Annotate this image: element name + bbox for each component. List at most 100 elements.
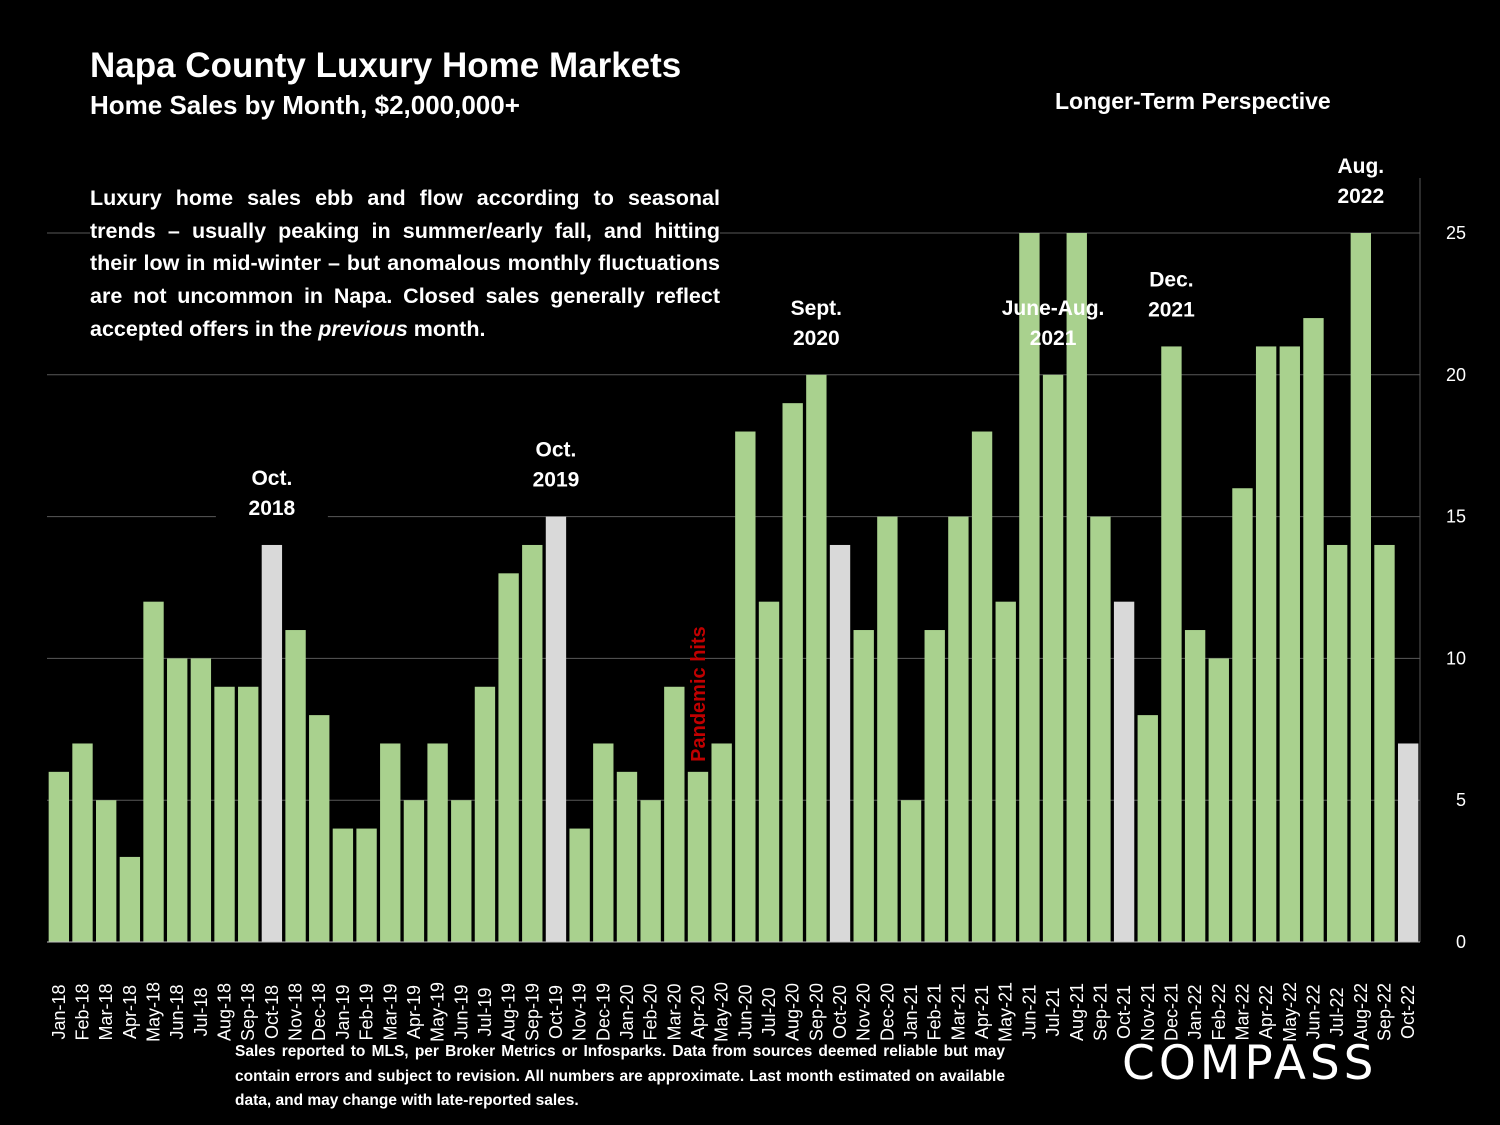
bar-dec-21 [1161, 346, 1182, 942]
description-emphasis: previous [318, 316, 408, 341]
x-tick-label: Jan-20 [617, 984, 637, 1039]
x-tick-label: Jul-22 [1327, 987, 1347, 1036]
bar-jul-22 [1326, 544, 1348, 942]
x-tick-label: Jun-18 [167, 984, 187, 1039]
x-tick-label: May-22 [1280, 982, 1300, 1042]
x-tick-label: Jan-21 [901, 984, 921, 1039]
bar-jun-18 [167, 658, 188, 942]
annotation-label: Dec. [1149, 268, 1193, 291]
bar-jan-22 [1184, 630, 1206, 942]
bar-mar-18 [96, 800, 117, 942]
bar-may-19 [427, 743, 448, 942]
x-tick-label: Jun-19 [451, 984, 471, 1039]
x-tick-label: Jun-21 [1019, 984, 1039, 1039]
x-tick-label: Feb-19 [357, 983, 377, 1040]
annotation-label: Oct. [251, 467, 292, 490]
bar-oct-20 [829, 544, 851, 942]
footer-note: Sales reported to MLS, per Broker Metric… [235, 1043, 1005, 1110]
x-tick-label: Apr-20 [688, 985, 708, 1039]
bar-apr-22 [1255, 346, 1277, 942]
x-tick-label: Dec-21 [1161, 983, 1181, 1041]
bar-jul-20 [758, 601, 780, 942]
bar-mar-21 [948, 516, 969, 942]
bar-feb-21 [924, 630, 945, 942]
y-tick-label: 10 [1446, 648, 1466, 668]
bar-jan-20 [616, 771, 638, 942]
bar-sep-18 [238, 686, 259, 942]
bar-nov-21 [1137, 715, 1158, 942]
bar-jun-20 [735, 431, 756, 942]
bar-oct-19 [545, 516, 567, 942]
bar-jan-19 [332, 828, 354, 942]
bar-may-21 [995, 601, 1016, 942]
x-tick-label: Sep-22 [1374, 983, 1394, 1041]
bar-feb-18 [72, 743, 93, 942]
compass-logo: COMPASS [1122, 1036, 1378, 1091]
x-tick-label: Dec-19 [593, 983, 613, 1041]
x-tick-label: Nov-21 [1138, 983, 1158, 1041]
bar-aug-21 [1066, 233, 1087, 942]
annotation-label: 2021 [1148, 298, 1195, 321]
bar-apr-21 [971, 431, 993, 942]
bar-nov-19 [569, 828, 590, 942]
bar-may-20 [711, 743, 732, 942]
bar-nov-18 [285, 630, 306, 942]
y-tick-label: 5 [1456, 790, 1466, 810]
x-tick-label: Oct-20 [830, 985, 850, 1039]
x-tick-label: Nov-18 [286, 983, 306, 1041]
x-tick-label: Jun-20 [735, 984, 755, 1039]
x-tick-label: Aug-19 [499, 983, 519, 1041]
bar-feb-20 [640, 800, 661, 942]
bar-jul-21 [1042, 374, 1064, 942]
bar-dec-18 [309, 715, 330, 942]
bar-aug-19 [498, 573, 519, 942]
x-tick-label: Dec-18 [309, 983, 329, 1041]
x-tick-label: Jul-21 [1043, 987, 1063, 1036]
x-tick-label: Mar-18 [96, 983, 116, 1040]
description-text-end: month. [407, 316, 486, 341]
y-tick-label: 15 [1446, 507, 1466, 527]
y-tick-label: 0 [1456, 932, 1466, 952]
x-tick-label: May-20 [712, 982, 732, 1042]
chart-title: Napa County Luxury Home Markets [90, 46, 682, 85]
x-tick-label: Jun-22 [1303, 984, 1323, 1039]
x-tick-label: Jan-19 [333, 984, 353, 1039]
bar-sep-21 [1090, 516, 1111, 942]
bar-jul-19 [474, 686, 496, 942]
bar-aug-20 [782, 403, 803, 942]
x-tick-label: Jul-18 [191, 987, 211, 1036]
bar-oct-21 [1113, 601, 1135, 942]
y-tick-label: 25 [1446, 223, 1466, 243]
bar-oct-18 [261, 544, 283, 942]
bar-mar-20 [664, 686, 685, 942]
x-tick-label: Dec-20 [877, 983, 897, 1041]
x-tick-label: Apr-22 [1256, 985, 1276, 1039]
bar-jun-19 [451, 800, 472, 942]
bar-may-22 [1279, 346, 1300, 942]
x-tick-label: Apr-21 [972, 985, 992, 1039]
x-tick-label: Nov-20 [854, 983, 874, 1041]
bar-jun-22 [1303, 318, 1324, 943]
annotation-label: June-Aug. [1002, 297, 1105, 320]
x-tick-label: Feb-21 [925, 983, 945, 1040]
x-tick-label: Jan-18 [49, 984, 69, 1039]
bar-mar-19 [380, 743, 401, 942]
x-tick-label: Sep-20 [806, 983, 826, 1041]
x-tick-label: Mar-19 [380, 983, 400, 1040]
bar-jan-18 [48, 771, 70, 942]
annotation-label: 2020 [793, 327, 840, 350]
x-tick-label: Apr-18 [120, 985, 140, 1039]
x-tick-label: Feb-22 [1209, 983, 1229, 1040]
bar-oct-22 [1397, 743, 1419, 942]
bar-sep-22 [1374, 544, 1395, 942]
x-tick-label: May-18 [144, 982, 164, 1042]
bar-sep-20 [806, 374, 827, 942]
bar-may-18 [143, 601, 164, 942]
y-tick-label: 20 [1446, 365, 1466, 385]
bar-aug-22 [1350, 233, 1371, 942]
bar-mar-22 [1232, 488, 1253, 942]
x-tick-label: Feb-20 [641, 983, 661, 1040]
x-tick-label: Mar-20 [664, 983, 684, 1040]
x-tick-label: Sep-18 [238, 983, 258, 1041]
description-text-main: Luxury home sales ebb and flow according… [90, 186, 720, 341]
